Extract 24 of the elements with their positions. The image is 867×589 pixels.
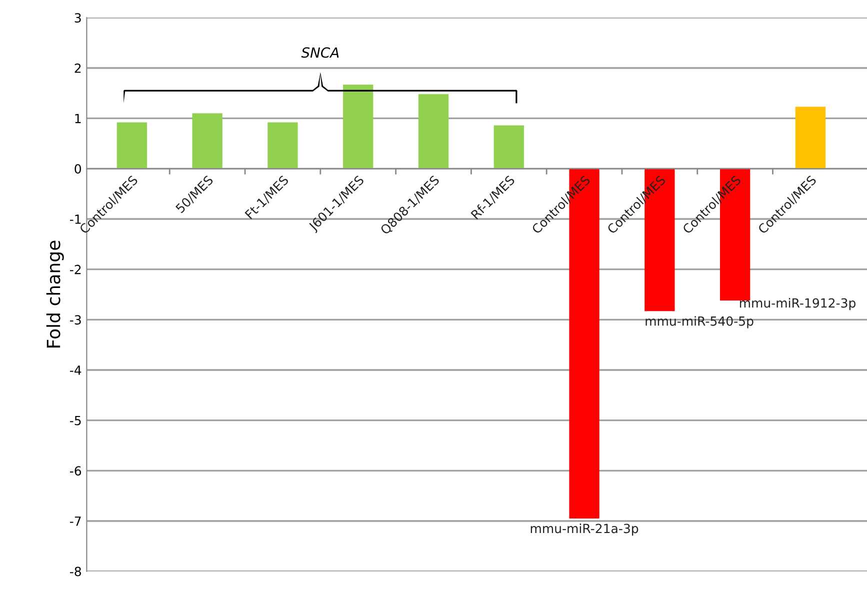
y-tick-label: -2 (70, 264, 81, 274)
y-tick-label: -4 (70, 366, 82, 375)
bar (418, 94, 449, 169)
annotation: SNCA (301, 47, 339, 58)
y-tick-label: 3 (74, 13, 81, 23)
bar (494, 125, 524, 169)
y-tick-label: -3 (70, 315, 81, 325)
y-tick-label: -5 (70, 416, 81, 426)
y-tick-label: -6 (70, 466, 82, 476)
y-tick-label: -7 (70, 516, 81, 526)
y-tick-label: 0 (74, 164, 82, 174)
annotation: mmu-miR-21a-3p (530, 524, 638, 536)
y-axis-title: Fold change (46, 240, 64, 348)
bar (795, 106, 826, 169)
bar (343, 84, 374, 169)
bar (116, 122, 148, 169)
bar (192, 113, 222, 169)
bar (268, 122, 298, 169)
y-tick-label: 1 (75, 114, 81, 124)
y-tick-label: 2 (74, 63, 81, 73)
annotation: mmu-miR-540-5p (646, 316, 754, 328)
y-tick-label: -1 (70, 214, 81, 224)
y-tick-label: -8 (70, 566, 81, 576)
annotation: mmu-miR-1912-3p (740, 298, 856, 310)
